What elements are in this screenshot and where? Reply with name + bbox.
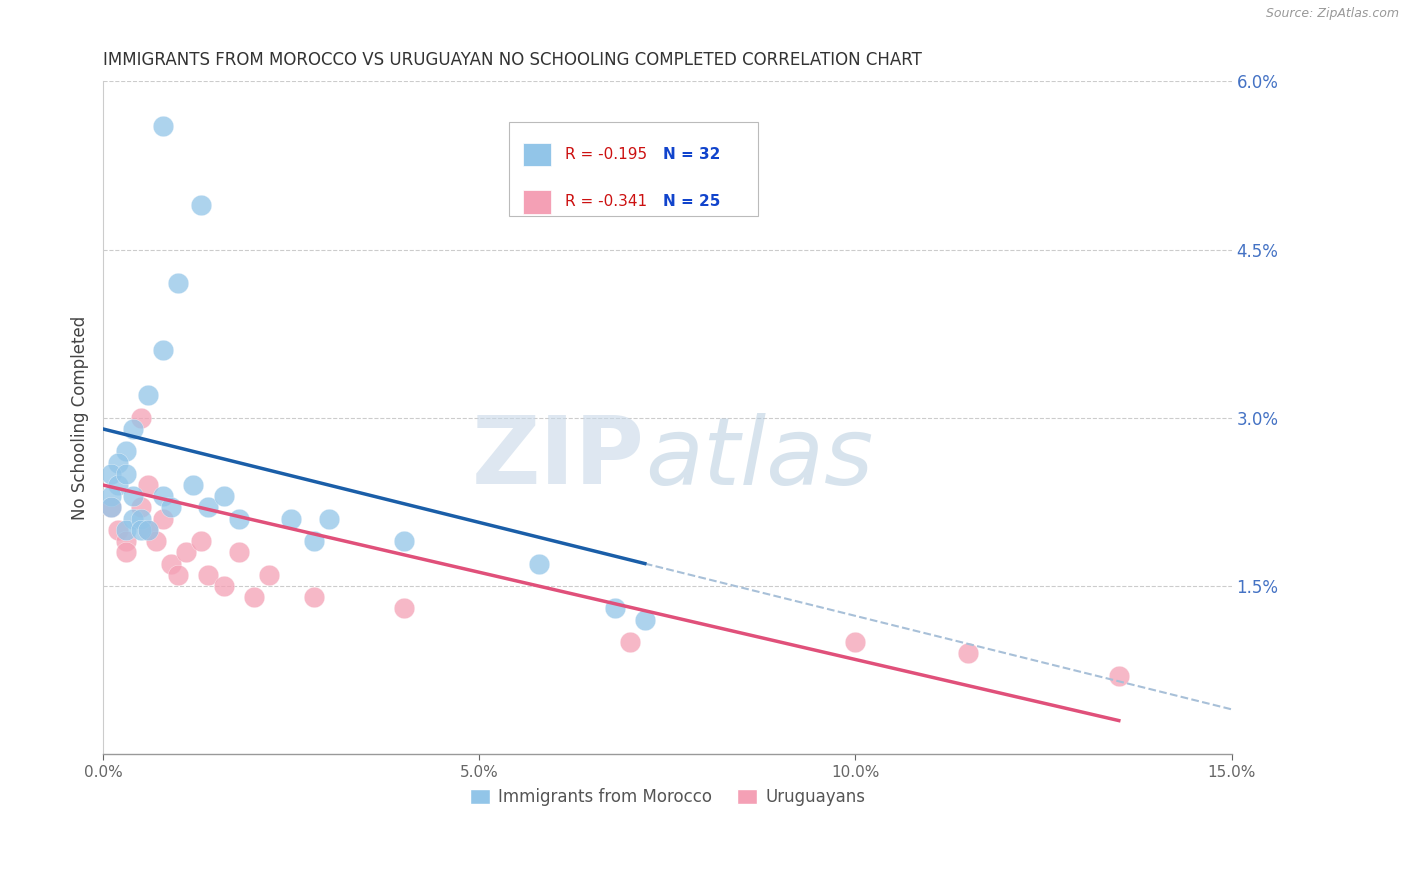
Text: IMMIGRANTS FROM MOROCCO VS URUGUAYAN NO SCHOOLING COMPLETED CORRELATION CHART: IMMIGRANTS FROM MOROCCO VS URUGUAYAN NO … <box>103 51 922 69</box>
Point <box>212 579 235 593</box>
FancyBboxPatch shape <box>509 121 758 216</box>
Point <box>129 523 152 537</box>
Point <box>167 567 190 582</box>
Point <box>302 591 325 605</box>
Point <box>100 500 122 515</box>
Point <box>114 467 136 481</box>
Point <box>114 545 136 559</box>
Point <box>634 613 657 627</box>
Text: N = 25: N = 25 <box>664 194 721 210</box>
Text: R = -0.195: R = -0.195 <box>565 147 647 162</box>
FancyBboxPatch shape <box>523 190 551 213</box>
Point <box>152 343 174 358</box>
Y-axis label: No Schooling Completed: No Schooling Completed <box>72 316 89 520</box>
Text: R = -0.341: R = -0.341 <box>565 194 647 210</box>
Point <box>129 500 152 515</box>
Point <box>136 523 159 537</box>
Point <box>152 119 174 133</box>
Point <box>844 635 866 649</box>
Point <box>257 567 280 582</box>
Point <box>114 444 136 458</box>
Point <box>190 534 212 549</box>
FancyBboxPatch shape <box>523 143 551 167</box>
Point <box>212 489 235 503</box>
Point <box>228 512 250 526</box>
Text: ZIP: ZIP <box>472 412 645 504</box>
Point <box>190 197 212 211</box>
Point <box>392 534 415 549</box>
Text: Source: ZipAtlas.com: Source: ZipAtlas.com <box>1265 7 1399 21</box>
Point <box>302 534 325 549</box>
Point <box>145 534 167 549</box>
Point <box>228 545 250 559</box>
Point <box>619 635 641 649</box>
Point <box>183 478 205 492</box>
Point <box>136 478 159 492</box>
Point <box>122 512 145 526</box>
Point <box>167 276 190 290</box>
Point <box>114 523 136 537</box>
Point <box>129 410 152 425</box>
Point <box>100 500 122 515</box>
Point <box>392 601 415 615</box>
Point <box>242 591 264 605</box>
Point <box>280 512 302 526</box>
Point <box>603 601 626 615</box>
Point <box>160 500 183 515</box>
Text: N = 32: N = 32 <box>664 147 721 162</box>
Point <box>100 489 122 503</box>
Point <box>122 489 145 503</box>
Point <box>122 422 145 436</box>
Point <box>318 512 340 526</box>
Text: atlas: atlas <box>645 413 873 504</box>
Legend: Immigrants from Morocco, Uruguayans: Immigrants from Morocco, Uruguayans <box>463 781 872 814</box>
Point <box>529 557 551 571</box>
Point <box>197 500 219 515</box>
Point <box>100 467 122 481</box>
Point <box>174 545 197 559</box>
Point <box>129 512 152 526</box>
Point <box>152 489 174 503</box>
Point <box>136 388 159 402</box>
Point <box>152 512 174 526</box>
Point <box>160 557 183 571</box>
Point <box>107 456 129 470</box>
Point <box>114 534 136 549</box>
Point <box>107 523 129 537</box>
Point <box>197 567 219 582</box>
Point <box>136 523 159 537</box>
Point <box>107 478 129 492</box>
Point <box>957 646 980 660</box>
Point <box>1108 669 1130 683</box>
